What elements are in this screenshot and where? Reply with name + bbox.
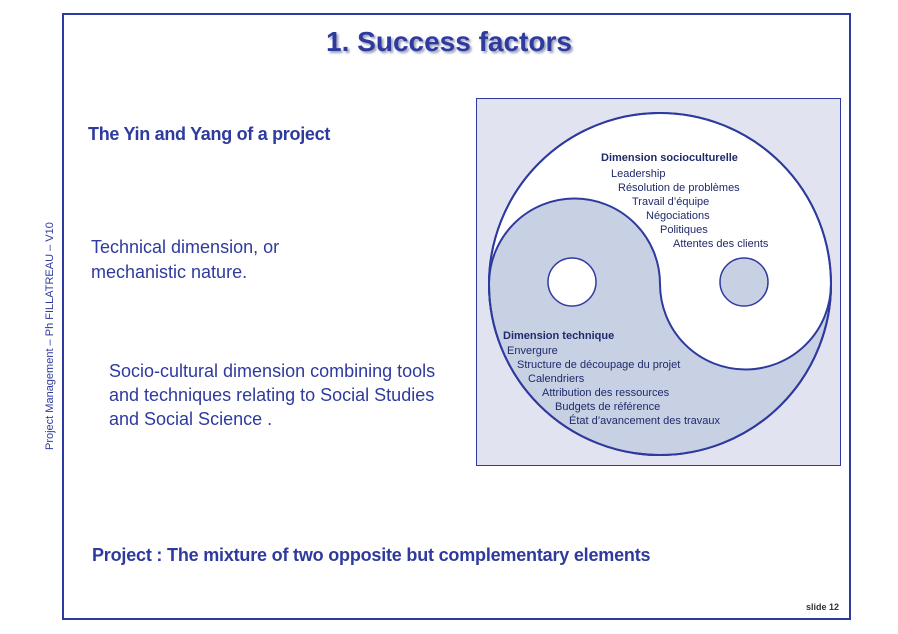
side-label: Project Management – Ph FILLATREAU – V10 bbox=[44, 222, 56, 450]
technique-item: Calendriers bbox=[528, 373, 585, 385]
yin-yang-dot-light bbox=[547, 257, 597, 307]
slide-frame bbox=[62, 13, 851, 620]
subtitle: The Yin and Yang of a project bbox=[88, 124, 331, 144]
technique-item: Envergure bbox=[507, 345, 558, 357]
technique-dimension-title: Dimension technique bbox=[503, 330, 615, 342]
yin-yang-svg bbox=[487, 112, 832, 456]
socio-item: Attentes des clients bbox=[673, 238, 769, 250]
socio-item: Négociations bbox=[646, 210, 710, 222]
yin-yang-outline bbox=[488, 112, 832, 456]
slide-title: 1. Success factors bbox=[326, 26, 572, 57]
technique-item: Structure de découpage du projet bbox=[517, 359, 681, 371]
socio-cultural-dimension-text: Socio-cultural dimension combining tools… bbox=[109, 361, 436, 429]
technique-item: Budgets de référence bbox=[555, 401, 661, 413]
slide-number: slide 12 bbox=[806, 602, 840, 612]
technical-dimension-text: Technical dimension, or mechanistic natu… bbox=[91, 237, 280, 282]
socio-item: Leadership bbox=[611, 168, 666, 180]
conclusion-text: Project : The mixture of two opposite bu… bbox=[92, 545, 651, 565]
yin-yang-dot-dark bbox=[719, 257, 769, 307]
technique-item: État d’avancement des travaux bbox=[569, 415, 721, 427]
socio-dimension-title: Dimension socioculturelle bbox=[601, 152, 738, 164]
yin-yang-diagram: Dimension socioculturelle Leadership Rés… bbox=[476, 98, 841, 466]
socio-item: Résolution de problèmes bbox=[618, 182, 740, 194]
socio-item: Travail d’équipe bbox=[632, 196, 710, 208]
socio-item: Politiques bbox=[660, 224, 708, 236]
technique-item: Attribution des ressources bbox=[542, 387, 670, 399]
